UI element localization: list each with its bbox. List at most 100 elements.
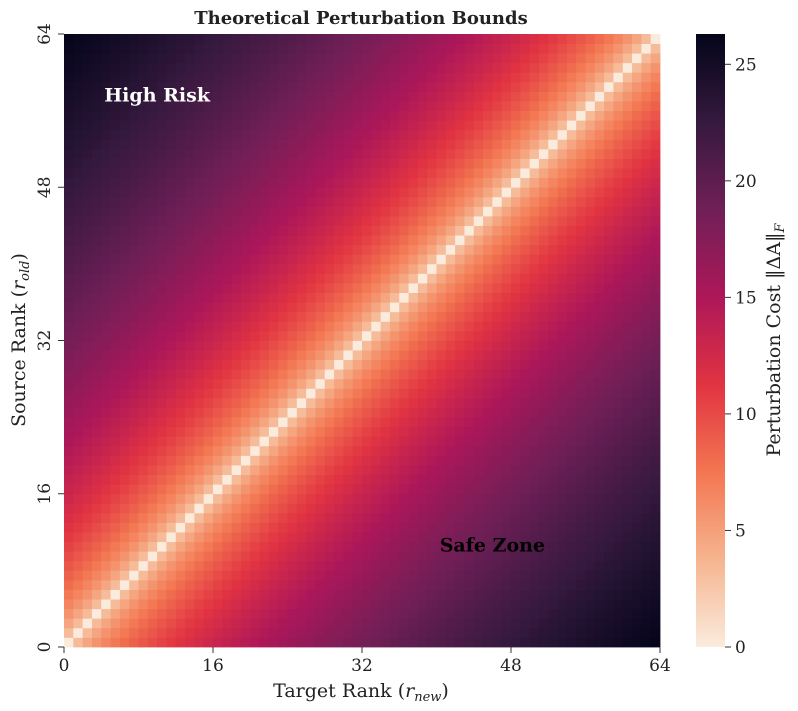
heatmap-cell	[622, 465, 633, 475]
heatmap-cell	[613, 101, 624, 112]
heatmap-cell	[548, 388, 558, 399]
heatmap-cell	[417, 551, 428, 562]
heatmap-cell	[585, 522, 596, 533]
heatmap-cell	[576, 532, 586, 543]
heatmap-cell	[557, 388, 568, 399]
heatmap-cell	[380, 311, 391, 322]
heatmap-cell	[371, 618, 382, 629]
heatmap-cell	[399, 129, 409, 140]
heatmap-cell	[604, 235, 614, 246]
heatmap-cell	[613, 72, 624, 83]
heatmap-cell	[138, 215, 149, 226]
heatmap-cell	[464, 455, 475, 466]
heatmap-cell	[91, 72, 102, 83]
heatmap-cell	[594, 311, 605, 322]
heatmap-cell	[259, 120, 270, 131]
heatmap-cell	[231, 120, 242, 131]
heatmap-cell	[278, 72, 288, 83]
heatmap-cell	[110, 618, 121, 629]
heatmap-cell	[147, 196, 158, 207]
heatmap-cell	[650, 101, 661, 112]
heatmap-cell	[119, 196, 130, 207]
heatmap-cell	[585, 455, 596, 466]
heatmap-cell	[604, 608, 614, 619]
heatmap-cell	[110, 302, 121, 313]
heatmap-cell	[73, 436, 84, 447]
heatmap-cell	[557, 589, 568, 600]
heatmap-cell	[389, 560, 400, 571]
heatmap-cell	[222, 330, 233, 341]
heatmap-cell	[213, 235, 223, 246]
heatmap-cell	[492, 455, 503, 466]
heatmap-cell	[632, 72, 642, 83]
heatmap-cell	[306, 599, 316, 610]
heatmap-cell	[501, 369, 512, 380]
heatmap-cell	[315, 81, 326, 92]
heatmap-cell	[287, 532, 298, 543]
heatmap-cell	[203, 359, 214, 370]
heatmap-cell	[91, 101, 102, 112]
heatmap-cell	[138, 311, 149, 322]
heatmap-cell	[604, 465, 614, 475]
heatmap-cell	[464, 378, 475, 389]
heatmap-cell	[138, 91, 149, 102]
heatmap-cell	[138, 637, 149, 648]
heatmap-cell	[306, 206, 316, 217]
heatmap-cell	[352, 330, 363, 341]
heatmap-cell	[166, 53, 177, 64]
heatmap-cell	[585, 369, 596, 380]
heatmap-cell	[268, 426, 279, 437]
heatmap-cell	[511, 43, 521, 54]
heatmap-cell	[613, 579, 624, 590]
heatmap-cell	[343, 215, 354, 226]
heatmap-cell	[538, 206, 549, 217]
heatmap-cell	[352, 72, 363, 83]
heatmap-cell	[445, 436, 456, 447]
heatmap-cell	[464, 579, 475, 590]
heatmap-cell	[64, 158, 74, 169]
heatmap-cell	[175, 637, 186, 648]
heatmap-cell	[231, 34, 242, 44]
heatmap-cell	[82, 512, 93, 523]
heatmap-cell	[371, 139, 382, 150]
heatmap-cell	[91, 62, 102, 73]
heatmap-cell	[604, 120, 614, 131]
heatmap-cell	[389, 72, 400, 83]
heatmap-cell	[250, 503, 260, 514]
heatmap-cell	[343, 522, 354, 533]
heatmap-cell	[464, 53, 475, 64]
heatmap-cell	[222, 570, 233, 581]
heatmap-cell	[278, 512, 288, 523]
heatmap-cell	[231, 292, 242, 303]
heatmap-cell	[185, 129, 195, 140]
heatmap-cell	[427, 254, 437, 265]
heatmap-cell	[82, 493, 93, 504]
heatmap-cell	[604, 369, 614, 380]
heatmap-cell	[566, 53, 577, 64]
heatmap-cell	[166, 91, 177, 102]
heatmap-cell	[240, 263, 251, 274]
heatmap-cell	[259, 177, 270, 188]
heatmap-cell	[594, 589, 605, 600]
heatmap-cell	[306, 340, 316, 351]
heatmap-cell	[501, 465, 512, 475]
heatmap-cell	[427, 321, 437, 332]
heatmap-cell	[175, 81, 186, 92]
heatmap-cell	[203, 503, 214, 514]
heatmap-cell	[576, 254, 586, 265]
heatmap-cell	[101, 196, 111, 207]
heatmap-cell	[380, 43, 391, 54]
heatmap-cell	[436, 397, 447, 408]
heatmap-cell	[296, 235, 307, 246]
heatmap-cell	[501, 187, 512, 198]
heatmap-cell	[101, 321, 111, 332]
heatmap-cell	[473, 235, 484, 246]
heatmap-cell	[548, 129, 558, 140]
heatmap-cell	[501, 397, 512, 408]
heatmap-cell	[64, 283, 74, 294]
heatmap-cell	[427, 417, 437, 428]
heatmap-cell	[417, 637, 428, 648]
heatmap-cell	[576, 206, 586, 217]
heatmap-cell	[594, 235, 605, 246]
heatmap-cell	[427, 72, 437, 83]
